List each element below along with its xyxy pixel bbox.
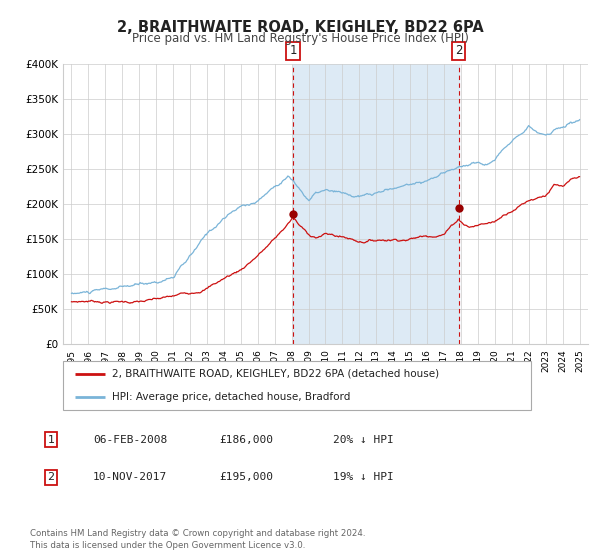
Text: 1: 1	[289, 44, 297, 58]
Bar	[293, 64, 458, 344]
Text: 20% ↓ HPI: 20% ↓ HPI	[333, 435, 394, 445]
Text: 19% ↓ HPI: 19% ↓ HPI	[333, 472, 394, 482]
Text: Contains HM Land Registry data © Crown copyright and database right 2024.: Contains HM Land Registry data © Crown c…	[30, 529, 365, 538]
Text: 2, BRAITHWAITE ROAD, KEIGHLEY, BD22 6PA (detached house): 2, BRAITHWAITE ROAD, KEIGHLEY, BD22 6PA …	[112, 369, 439, 379]
Text: HPI: Average price, detached house, Bradford: HPI: Average price, detached house, Brad…	[112, 391, 350, 402]
Text: 1: 1	[47, 435, 55, 445]
Text: £195,000: £195,000	[219, 472, 273, 482]
Text: 2: 2	[455, 44, 463, 58]
Text: 06-FEB-2008: 06-FEB-2008	[93, 435, 167, 445]
Text: 10-NOV-2017: 10-NOV-2017	[93, 472, 167, 482]
Text: 2: 2	[47, 472, 55, 482]
FancyBboxPatch shape	[63, 361, 531, 410]
Text: £186,000: £186,000	[219, 435, 273, 445]
Text: This data is licensed under the Open Government Licence v3.0.: This data is licensed under the Open Gov…	[30, 541, 305, 550]
Text: Price paid vs. HM Land Registry's House Price Index (HPI): Price paid vs. HM Land Registry's House …	[131, 32, 469, 45]
Text: 2, BRAITHWAITE ROAD, KEIGHLEY, BD22 6PA: 2, BRAITHWAITE ROAD, KEIGHLEY, BD22 6PA	[116, 20, 484, 35]
